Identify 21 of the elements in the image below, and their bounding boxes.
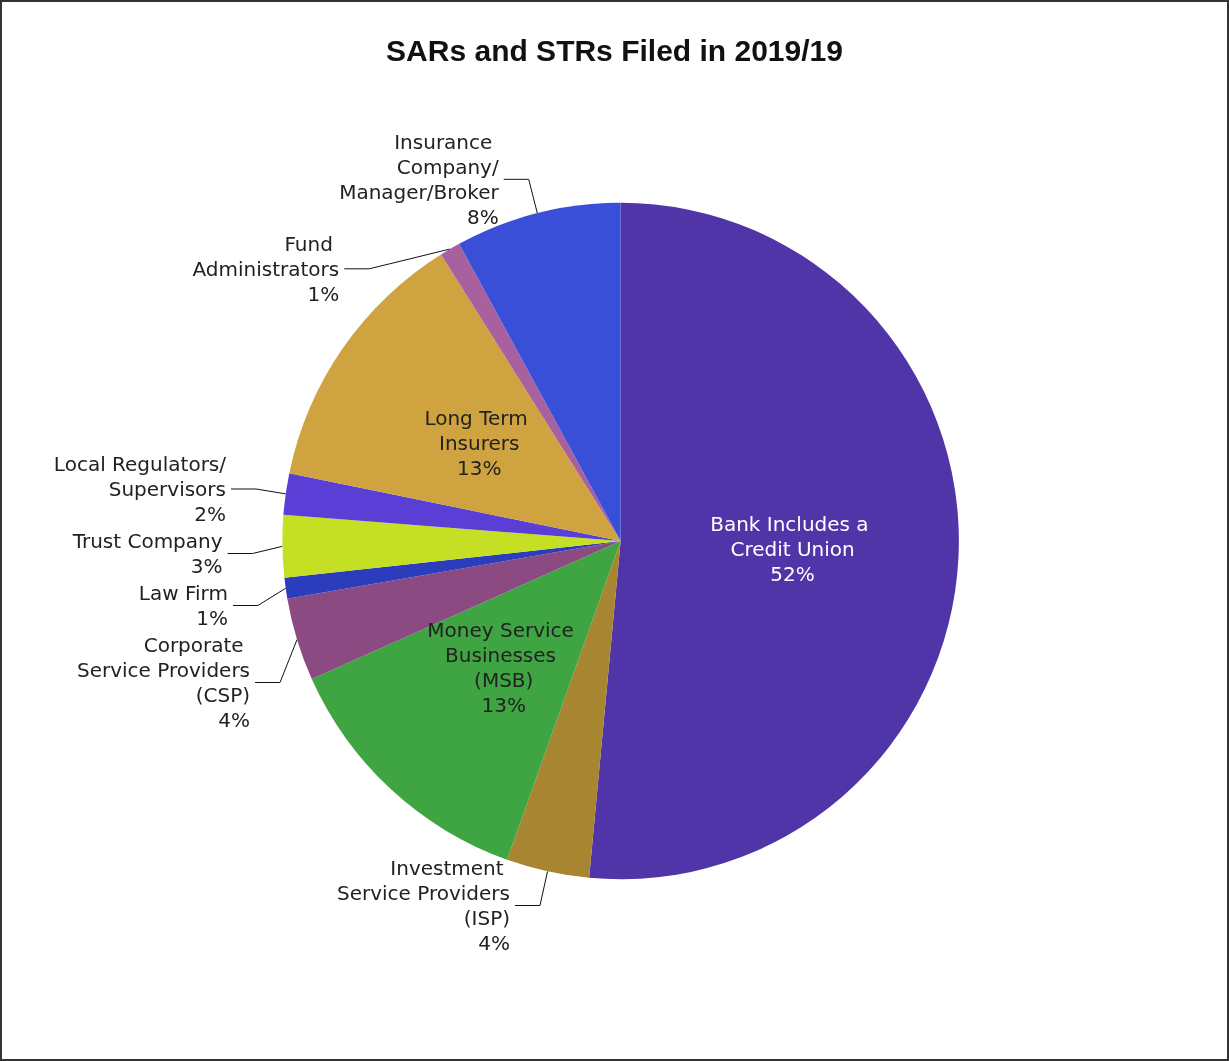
data-label: 1% [196,606,228,630]
data-label: 4% [478,931,510,955]
slice-label: Fund Administrators [192,231,340,281]
slice-label: Investment Service Providers (ISP) [336,856,510,930]
slice-label: Local Regulators/ Supervisors [53,452,227,501]
data-label: 52% [770,562,815,587]
slice-label: Law Firm [138,581,228,605]
slice-label: Trust Company [71,529,223,553]
slice-label: Insurance Company/Manager/Broker [339,129,500,204]
data-label: 4% [218,708,251,732]
data-label: 1% [307,281,340,306]
slice-label: Corporate Service Providers (CSP) [76,633,251,707]
data-label: 8% [466,204,499,229]
data-label: 13% [481,692,526,717]
data-label: 2% [194,502,227,526]
slice-label: Money Service Businesses (MSB) [427,617,581,692]
slice-label: Long Term Insurers [424,405,534,455]
data-label: 13% [456,455,502,480]
data-label: 3% [190,554,223,578]
slice-label: Bank Includes a Credit Union [710,512,875,562]
chart-title: SARs and STRs Filed in 2019/19 [386,33,843,67]
